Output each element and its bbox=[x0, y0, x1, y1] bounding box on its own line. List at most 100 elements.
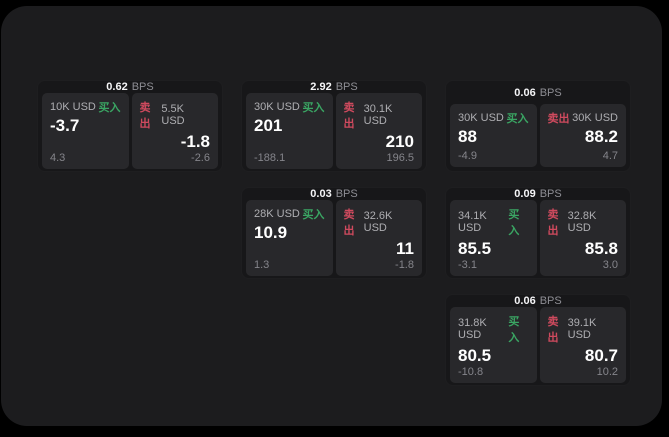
buy-notional: 28K USD bbox=[254, 208, 300, 220]
sell-delta: 4.7 bbox=[602, 150, 618, 162]
sell-side-label: 卖出 bbox=[343, 209, 355, 237]
buy-price: 85.5 bbox=[458, 239, 492, 258]
buy-delta: -188.1 bbox=[254, 152, 286, 165]
sell-delta: -2.6 bbox=[191, 152, 210, 165]
bps-header: 0.03 BPS bbox=[242, 188, 426, 200]
quote-card: 0.06 BPS 30K USD 买入 88 -4.9 卖出 30K USD bbox=[445, 80, 631, 172]
sell-delta: 196.5 bbox=[386, 152, 414, 165]
bps-label: BPS bbox=[335, 188, 358, 200]
quote-card: 0.03 BPS 28K USD 买入 10.9 1.3 卖出 32.6K US… bbox=[241, 187, 427, 279]
sell-delta: 10.2 bbox=[596, 366, 618, 379]
card-body: 28K USD 买入 10.9 1.3 卖出 32.6K USD 11 -1.8 bbox=[242, 200, 426, 280]
sell-side-label: 卖出 bbox=[547, 316, 559, 344]
buy-side-label: 买入 bbox=[508, 316, 520, 344]
buy-panel[interactable]: 28K USD 买入 10.9 1.3 bbox=[246, 200, 333, 277]
bps-header: 0.62 BPS bbox=[38, 81, 222, 93]
buy-panel[interactable]: 31.8K USD 买入 80.5 -10.8 bbox=[450, 307, 537, 384]
sell-delta: 3.0 bbox=[602, 259, 618, 272]
buy-top-row: 30K USD 买入 bbox=[458, 110, 529, 126]
buy-side-label: 买入 bbox=[506, 113, 529, 125]
quote-card: 0.06 BPS 31.8K USD 买入 80.5 -10.8 卖出 39.1… bbox=[445, 294, 631, 386]
sell-delta: -1.8 bbox=[395, 259, 414, 272]
bps-label: BPS bbox=[539, 86, 562, 99]
sell-price: 88.2 bbox=[584, 127, 618, 146]
buy-top-row: 34.1K USD 买入 bbox=[458, 206, 529, 238]
quote-grid: 0.62 BPS 10K USD 买入 -3.7 4.3 卖出 5.5K USD bbox=[37, 80, 631, 386]
buy-side-label: 买入 bbox=[302, 102, 325, 114]
buy-top-row: 30K USD 买入 bbox=[254, 99, 325, 115]
sell-notional: 32.8K USD bbox=[567, 210, 597, 234]
buy-delta: -10.8 bbox=[458, 366, 484, 379]
buy-price: -3.7 bbox=[50, 116, 80, 135]
buy-price: 80.5 bbox=[458, 346, 492, 365]
bps-value: 0.62 bbox=[106, 81, 128, 93]
buy-panel[interactable]: 30K USD 买入 201 -188.1 bbox=[246, 93, 333, 170]
bps-value: 0.03 bbox=[310, 188, 332, 200]
sell-side-label: 卖出 bbox=[343, 102, 355, 130]
sell-side-label: 卖出 bbox=[139, 102, 151, 130]
bps-header: 0.06 BPS bbox=[446, 81, 630, 104]
buy-panel[interactable]: 10K USD 买入 -3.7 4.3 bbox=[42, 93, 129, 170]
buy-price: 10.9 bbox=[254, 223, 288, 242]
buy-panel[interactable]: 34.1K USD 买入 85.5 -3.1 bbox=[450, 200, 537, 277]
sell-top-row: 卖出 5.5K USD bbox=[140, 99, 211, 131]
bps-value: 2.92 bbox=[310, 81, 332, 93]
buy-price: 88 bbox=[458, 127, 477, 146]
bps-header: 0.09 BPS bbox=[446, 188, 630, 200]
buy-side-label: 买入 bbox=[98, 102, 121, 114]
bps-header: 0.06 BPS bbox=[446, 295, 630, 307]
buy-top-row: 10K USD 买入 bbox=[50, 99, 121, 115]
sell-top-row: 卖出 30.1K USD bbox=[344, 99, 415, 131]
sell-top-row: 卖出 30K USD bbox=[548, 110, 619, 126]
quote-card: 2.92 BPS 30K USD 买入 201 -188.1 卖出 30.1K … bbox=[241, 80, 427, 172]
card-body: 30K USD 买入 88 -4.9 卖出 30K USD 88.2 4.7 bbox=[446, 104, 630, 171]
buy-notional: 10K USD bbox=[50, 101, 96, 113]
sell-notional: 30K USD bbox=[572, 112, 618, 124]
buy-side-label: 买入 bbox=[508, 209, 520, 237]
buy-notional: 30K USD bbox=[458, 112, 504, 124]
sell-panel[interactable]: 卖出 39.1K USD 80.7 10.2 bbox=[539, 307, 626, 384]
buy-top-row: 31.8K USD 买入 bbox=[458, 313, 529, 345]
sell-panel[interactable]: 卖出 30K USD 88.2 4.7 bbox=[539, 104, 626, 167]
bps-label: BPS bbox=[539, 295, 562, 307]
sell-price: -1.8 bbox=[180, 132, 210, 151]
buy-delta: -3.1 bbox=[458, 259, 477, 272]
bps-value: 0.06 bbox=[514, 295, 536, 307]
sell-top-row: 卖出 32.8K USD bbox=[548, 206, 619, 238]
buy-panel[interactable]: 30K USD 买入 88 -4.9 bbox=[450, 104, 537, 167]
buy-notional: 31.8K USD bbox=[458, 317, 487, 341]
bps-header: 2.92 BPS bbox=[242, 81, 426, 93]
buy-side-label: 买入 bbox=[302, 209, 325, 221]
quote-card: 0.62 BPS 10K USD 买入 -3.7 4.3 卖出 5.5K USD bbox=[37, 80, 223, 172]
buy-price: 201 bbox=[254, 116, 283, 135]
sell-price: 85.8 bbox=[584, 239, 618, 258]
sell-notional: 32.6K USD bbox=[363, 210, 393, 234]
sell-price: 11 bbox=[396, 239, 414, 258]
quote-card: 0.09 BPS 34.1K USD 买入 85.5 -3.1 卖出 32.8K… bbox=[445, 187, 631, 279]
bps-value: 0.09 bbox=[514, 188, 536, 200]
bps-label: BPS bbox=[539, 188, 562, 200]
main-panel: 0.62 BPS 10K USD 买入 -3.7 4.3 卖出 5.5K USD bbox=[1, 6, 662, 426]
buy-delta: 1.3 bbox=[254, 259, 270, 272]
bps-label: BPS bbox=[335, 81, 358, 93]
buy-notional: 30K USD bbox=[254, 101, 300, 113]
bps-label: BPS bbox=[131, 81, 154, 93]
sell-top-row: 卖出 32.6K USD bbox=[344, 206, 415, 238]
sell-side-label: 卖出 bbox=[547, 209, 559, 237]
sell-panel[interactable]: 卖出 30.1K USD 210 196.5 bbox=[335, 93, 422, 170]
card-body: 34.1K USD 买入 85.5 -3.1 卖出 32.8K USD 85.8… bbox=[446, 200, 630, 280]
bps-value: 0.06 bbox=[514, 86, 536, 99]
sell-panel[interactable]: 卖出 5.5K USD -1.8 -2.6 bbox=[131, 93, 218, 170]
card-body: 31.8K USD 买入 80.5 -10.8 卖出 39.1K USD 80.… bbox=[446, 307, 630, 387]
sell-top-row: 卖出 39.1K USD bbox=[548, 313, 619, 345]
sell-panel[interactable]: 卖出 32.8K USD 85.8 3.0 bbox=[539, 200, 626, 277]
card-body: 10K USD 买入 -3.7 4.3 卖出 5.5K USD -1.8 -2.… bbox=[38, 93, 222, 173]
buy-delta: -4.9 bbox=[458, 150, 477, 162]
buy-delta: 4.3 bbox=[50, 152, 66, 165]
sell-panel[interactable]: 卖出 32.6K USD 11 -1.8 bbox=[335, 200, 422, 277]
sell-notional: 39.1K USD bbox=[567, 317, 597, 341]
buy-notional: 34.1K USD bbox=[458, 210, 487, 234]
sell-price: 210 bbox=[385, 132, 414, 151]
buy-top-row: 28K USD 买入 bbox=[254, 206, 325, 222]
sell-side-label: 卖出 bbox=[547, 113, 570, 125]
